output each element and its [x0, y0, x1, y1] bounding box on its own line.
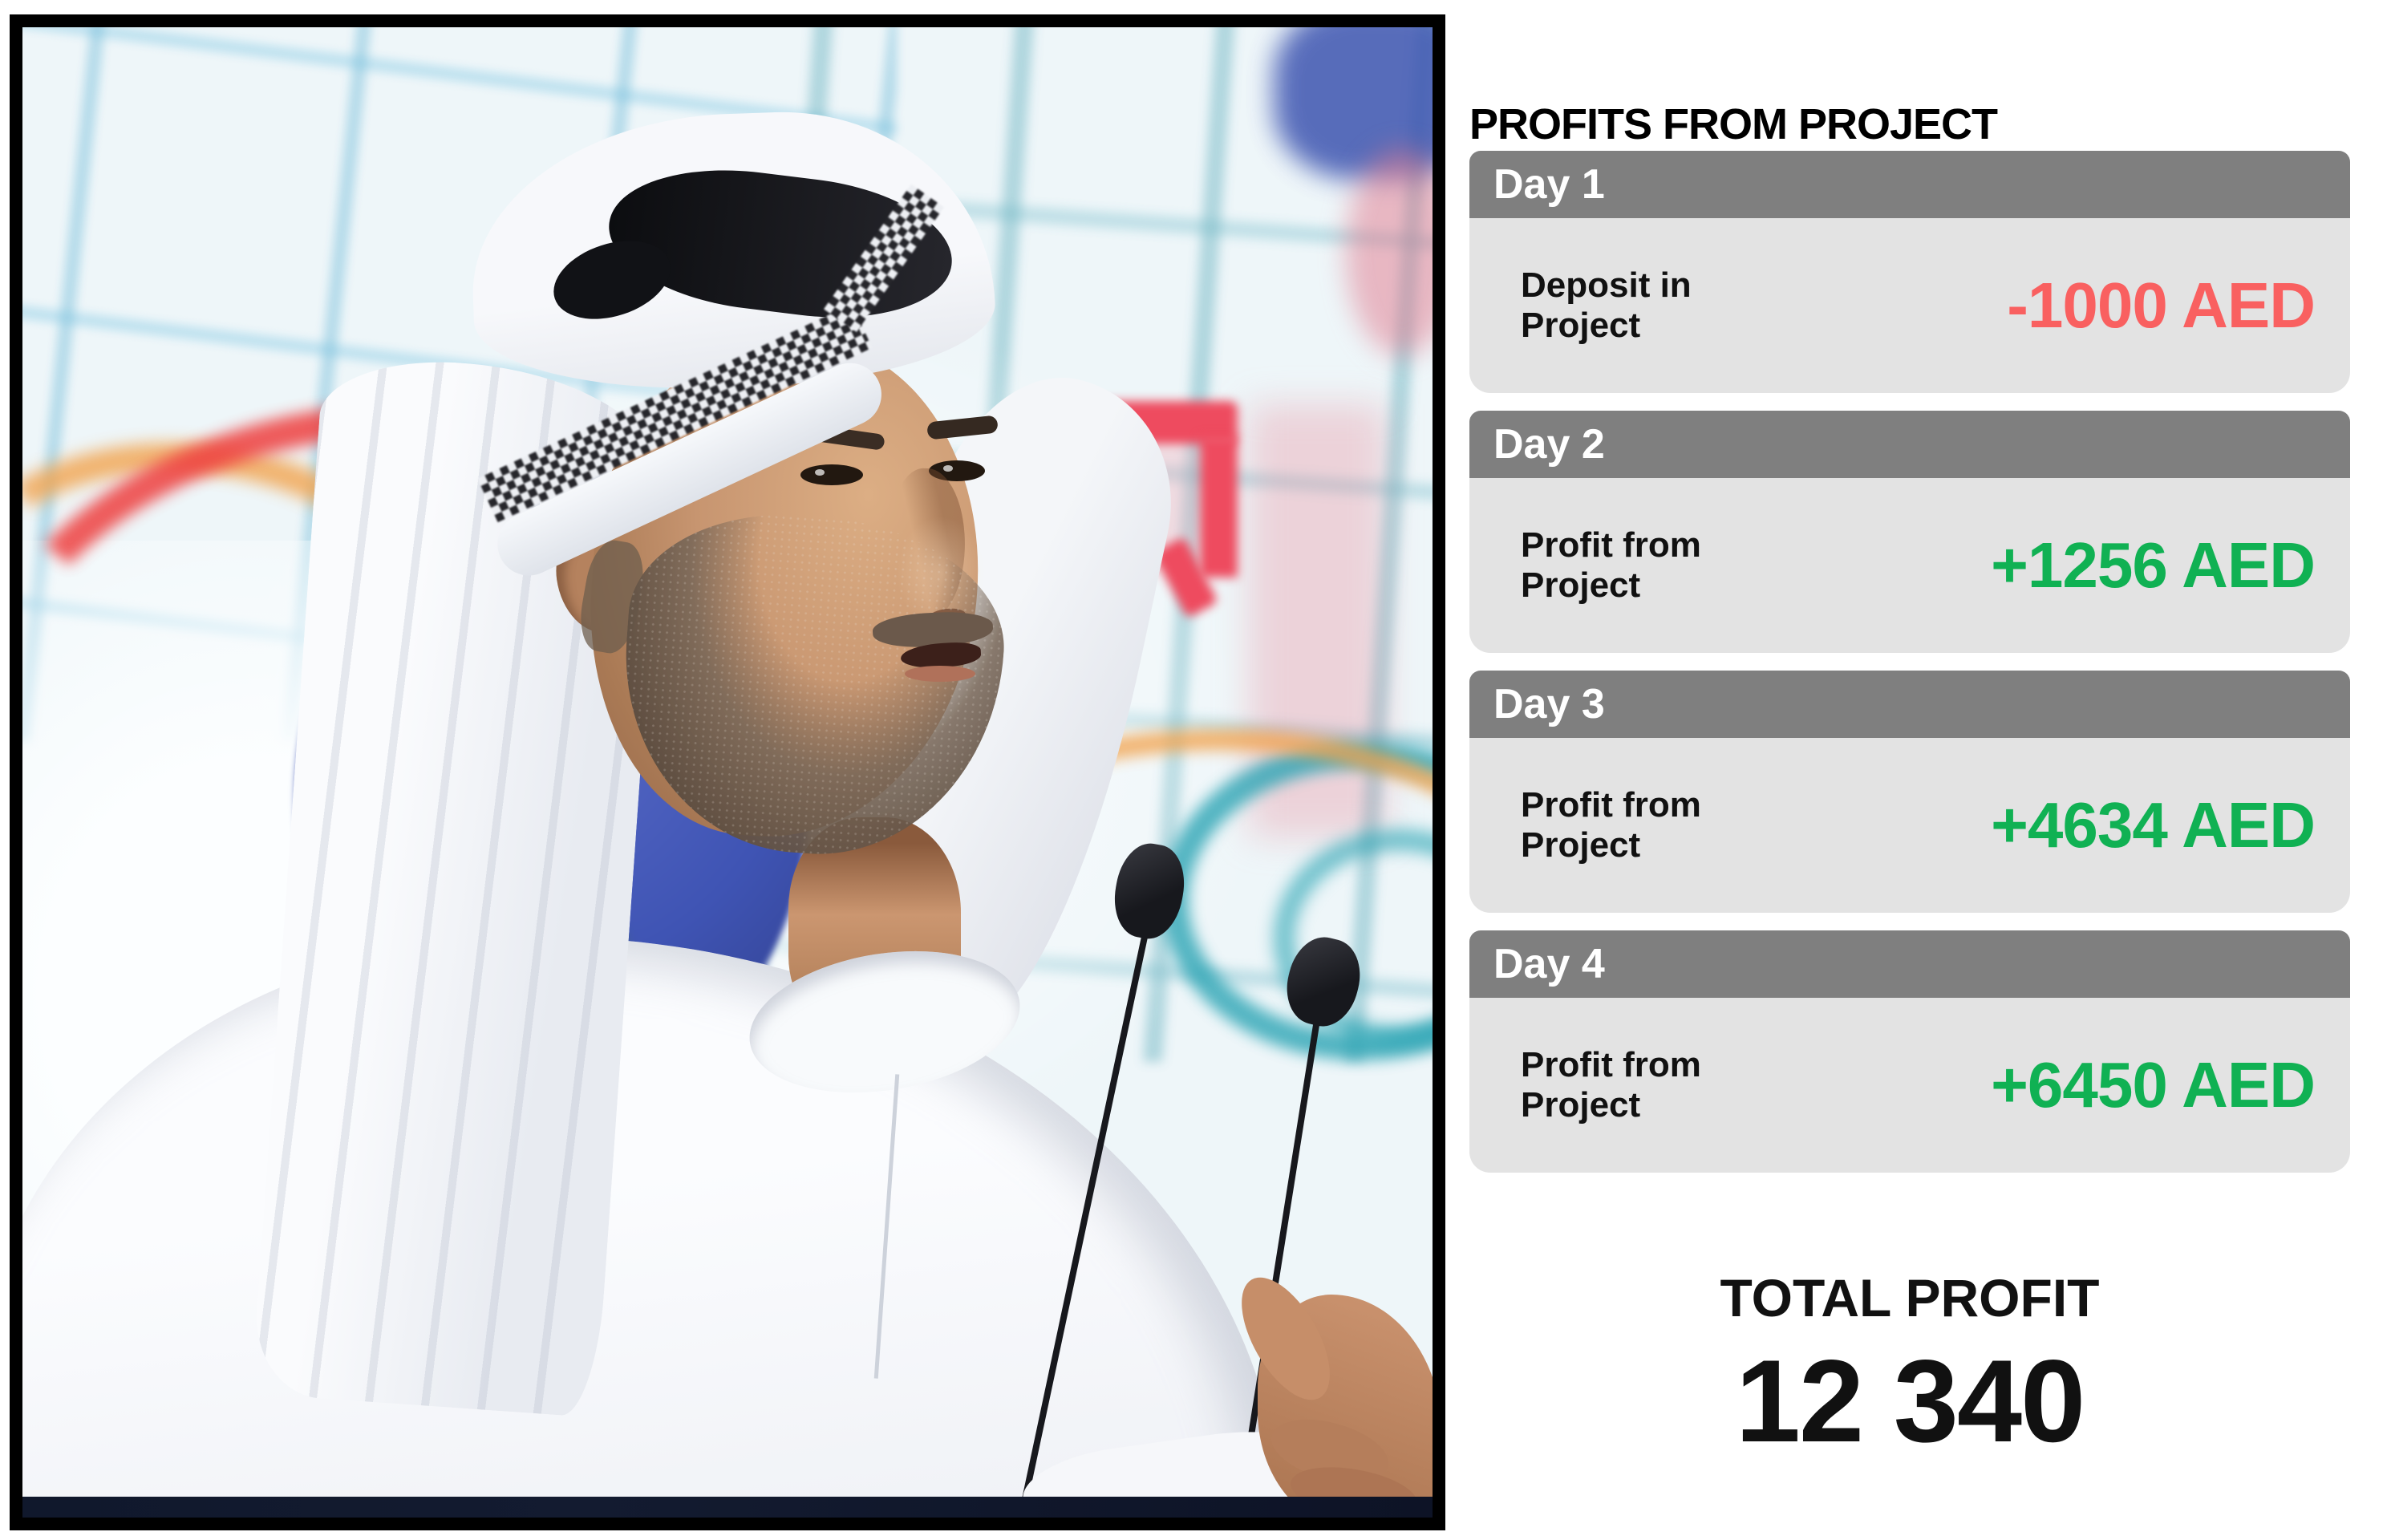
- right-eyebrow: [926, 415, 999, 440]
- item-label: Profit from Project: [1521, 1045, 1701, 1125]
- day-card-header: Day 4: [1469, 930, 2350, 998]
- photo-bottom-strip: [22, 1497, 1433, 1518]
- day-card-header: Day 1: [1469, 151, 2350, 218]
- day-card-2: Day 2 Profit from Project +1256 AED: [1469, 411, 2350, 653]
- total-value: 12 340: [1735, 1335, 2086, 1466]
- item-label: Profit from Project: [1521, 785, 1701, 865]
- arch-right-leg: [1200, 436, 1238, 578]
- total-section: TOTAL PROFIT 12 340: [1469, 1267, 2350, 1462]
- day-card-body: Profit from Project +4634 AED: [1469, 738, 2350, 913]
- day-label: Day 4: [1493, 941, 1605, 987]
- hand: [1223, 1262, 1433, 1518]
- eye-glint: [943, 465, 953, 472]
- item-label: Profit from Project: [1521, 525, 1701, 605]
- day-card-4: Day 4 Profit from Project +6450 AED: [1469, 930, 2350, 1173]
- amount-value: +1256 AED: [1991, 529, 2316, 601]
- day-card-1: Day 1 Deposit in Project -1000 AED: [1469, 151, 2350, 393]
- amount-value: -1000 AED: [2007, 270, 2316, 341]
- day-label: Day 2: [1493, 421, 1605, 468]
- day-card-body: Profit from Project +1256 AED: [1469, 478, 2350, 653]
- day-card-body: Profit from Project +6450 AED: [1469, 998, 2350, 1173]
- eye-glint: [815, 469, 825, 476]
- total-label: TOTAL PROFIT: [1720, 1268, 2100, 1327]
- day-label: Day 3: [1493, 681, 1605, 727]
- amount-value: +4634 AED: [1991, 789, 2316, 861]
- left-eye: [800, 464, 863, 485]
- day-card-header: Day 2: [1469, 411, 2350, 478]
- mural-pink-blob: [1346, 148, 1433, 356]
- profit-panel: PROFITS FROM PROJECT Day 1 Deposit in Pr…: [1469, 0, 2350, 1540]
- lower-lip: [905, 666, 975, 682]
- photo-scene: [22, 27, 1433, 1518]
- day-card-header: Day 3: [1469, 671, 2350, 738]
- day-card-body: Deposit in Project -1000 AED: [1469, 218, 2350, 393]
- speaker-photo: [10, 14, 1445, 1530]
- face: [550, 316, 1017, 877]
- day-label: Day 1: [1493, 161, 1605, 208]
- amount-value: +6450 AED: [1991, 1049, 2316, 1121]
- right-eye: [929, 460, 985, 481]
- day-card-3: Day 3 Profit from Project +4634 AED: [1469, 671, 2350, 913]
- panel-title: PROFITS FROM PROJECT: [1469, 100, 1998, 149]
- item-label: Deposit in Project: [1521, 265, 1692, 345]
